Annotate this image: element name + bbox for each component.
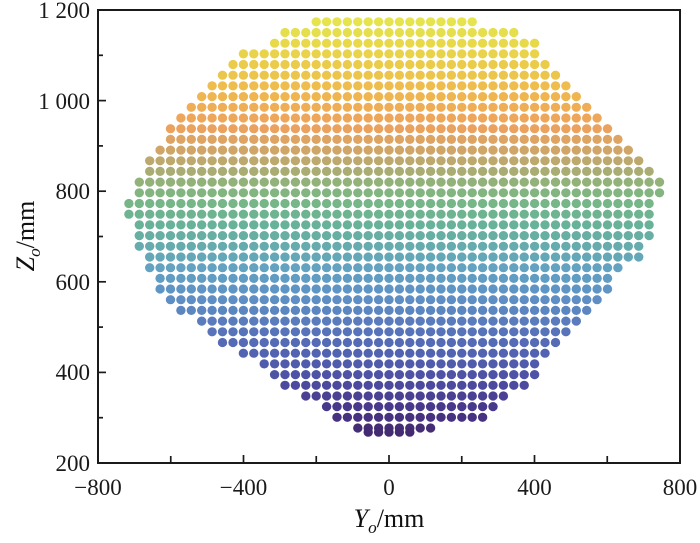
axis-frame [97,9,681,464]
y-tick-label: 200 [55,451,91,476]
y-tick-label: 1 000 [38,88,90,114]
y-tick-label: 400 [55,360,91,386]
y-tick-label: 1 200 [38,0,90,23]
x-axis-variable: Y [353,504,369,533]
y-tick-label: 600 [55,269,91,295]
scatter-points [124,17,665,437]
x-tick-label: −400 [219,475,268,500]
x-tick-label: 800 [662,475,698,500]
x-axis-title: Yo/mm [98,504,680,537]
y-tick-label: 800 [55,179,91,205]
y-axis-subscript: o [25,248,45,257]
y-axis-title: Zo/mm [11,200,44,272]
x-tick-label: 0 [383,475,395,500]
y-axis-variable: Z [11,256,40,272]
y-axis-unit: /mm [11,200,40,249]
x-axis-unit: /mm [376,504,425,533]
x-tick-label: 400 [517,475,552,500]
x-tick-label: −800 [74,475,122,500]
x-axis-subscript: o [368,518,377,538]
